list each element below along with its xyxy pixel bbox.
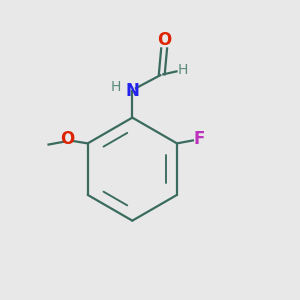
Text: O: O [61,130,75,148]
Text: N: N [125,82,139,100]
Text: H: H [177,63,188,77]
Text: F: F [194,130,205,148]
Text: H: H [111,80,121,94]
Text: O: O [157,31,171,49]
